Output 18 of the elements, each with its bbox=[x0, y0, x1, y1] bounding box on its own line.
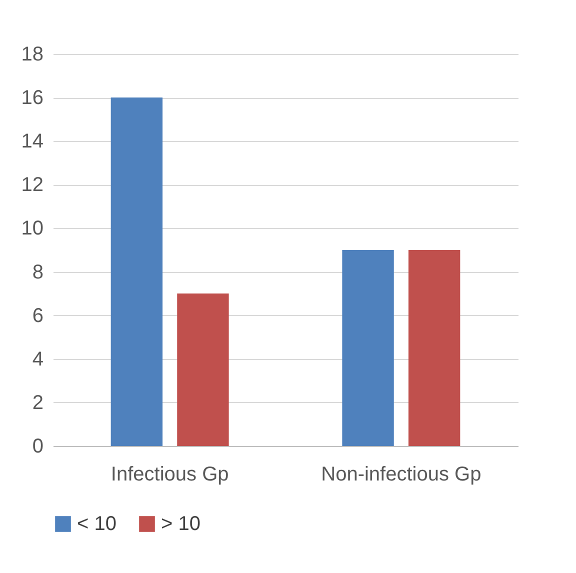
bar bbox=[408, 250, 460, 446]
y-tick-label: 4 bbox=[32, 348, 44, 370]
x-tick-label: Infectious Gp bbox=[110, 464, 229, 486]
legend-label: < 10 bbox=[77, 513, 116, 535]
x-tick-label: Non-infectious Gp bbox=[321, 464, 482, 486]
bar bbox=[177, 294, 229, 446]
bar bbox=[110, 98, 163, 446]
y-tick-label: 16 bbox=[21, 87, 44, 110]
y-tick-label: 14 bbox=[21, 130, 44, 153]
y-tick-label: 12 bbox=[21, 174, 44, 196]
y-tick-label: 2 bbox=[32, 392, 44, 414]
legend-label: > 10 bbox=[161, 513, 200, 535]
y-tick-label: 8 bbox=[32, 261, 44, 284]
bar bbox=[342, 250, 394, 446]
y-tick-label: 6 bbox=[32, 304, 44, 327]
y-tick-label: 18 bbox=[21, 44, 44, 66]
y-tick-label: 10 bbox=[21, 218, 44, 240]
y-tick-label: 0 bbox=[32, 436, 44, 458]
